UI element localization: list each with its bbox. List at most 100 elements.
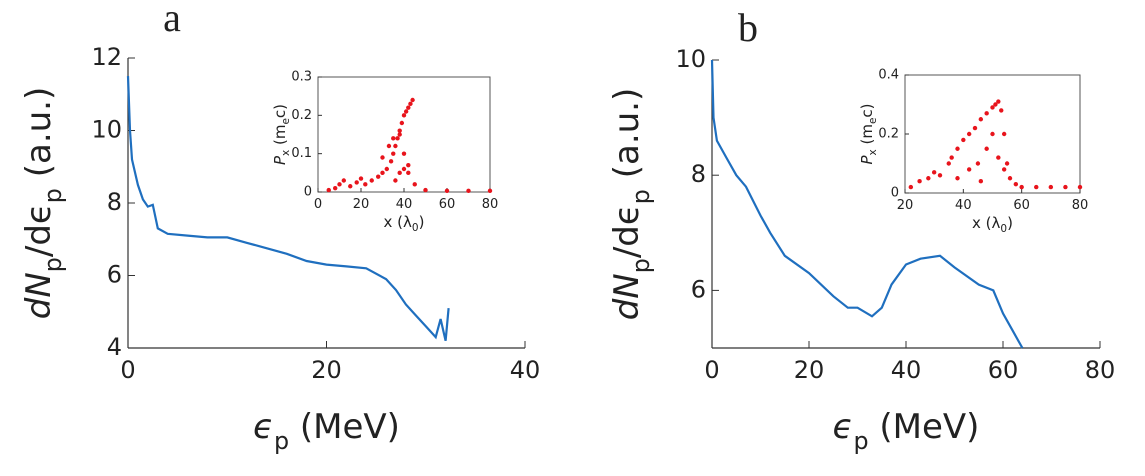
label-part: (MeV) [869, 407, 980, 447]
x-tick-label: 60 [1013, 198, 1030, 213]
data-point [990, 105, 995, 110]
label-part: p [853, 427, 868, 455]
y-tick-label: 10 [91, 116, 122, 144]
x-tick-label: 40 [396, 197, 413, 212]
panel-label: a [163, 0, 181, 40]
data-point [410, 97, 415, 103]
inset-frame [317, 76, 491, 193]
data-point [333, 185, 338, 191]
x-axis-label: ϵp (MeV) [833, 407, 980, 455]
x-axis-label: ϵp (MeV) [253, 407, 400, 455]
data-point [408, 101, 413, 107]
data-point [401, 151, 407, 156]
x-tick-label: 60 [988, 356, 1019, 384]
data-point [993, 102, 998, 107]
y-axis-label: dNp/dϵp (a.u.) [19, 87, 67, 320]
data-point [978, 117, 984, 122]
data-point [949, 155, 954, 160]
data-point [354, 180, 359, 185]
y-tick-label: 8 [107, 188, 122, 216]
label-part: /dϵ [607, 204, 647, 258]
y-axis-label: Px (mec) [858, 103, 880, 164]
data-point [996, 155, 1001, 160]
data-point [975, 161, 981, 166]
label-part: x [867, 149, 879, 155]
data-point [984, 146, 989, 151]
data-point [1077, 184, 1083, 190]
data-point [996, 99, 1001, 104]
data-point [1048, 184, 1054, 190]
data-point [966, 131, 972, 137]
data-point [1063, 184, 1068, 190]
label-part: dN [607, 273, 647, 320]
data-point [1034, 184, 1039, 190]
data-point [972, 125, 978, 131]
data-line [710, 59, 1024, 349]
y-axis-label: dNp/dϵp (a.u.) [607, 88, 655, 321]
data-point [1013, 181, 1019, 187]
label-part: ) [1007, 214, 1013, 232]
data-point [384, 166, 389, 172]
x-tick-label: 0 [314, 197, 322, 212]
label-part: dN [19, 272, 59, 319]
data-point [999, 108, 1004, 113]
data-point [337, 182, 342, 187]
label-part: (a.u.) [19, 87, 59, 188]
label-part: e [280, 118, 292, 124]
y-tick-label: 0.1 [291, 146, 312, 161]
data-point [397, 132, 402, 137]
y-tick-label: 0.3 [291, 70, 312, 85]
data-point [401, 166, 407, 172]
data-point [487, 188, 493, 194]
data-point [1019, 184, 1024, 190]
y-axis-label: Px (mec) [271, 104, 293, 165]
data-point [393, 143, 398, 149]
data-point [391, 151, 396, 156]
data-point [397, 128, 402, 133]
data-point [376, 174, 381, 179]
label-part: 0 [412, 222, 419, 234]
data-point [386, 143, 392, 149]
data-point [984, 111, 989, 116]
data-point [444, 188, 450, 194]
data-point [955, 176, 960, 181]
data-point [966, 167, 972, 172]
label-part: ) [419, 213, 425, 231]
data-point [926, 176, 931, 181]
label-part: c) [271, 104, 289, 118]
label-part: c) [858, 103, 876, 117]
label-part: p [627, 258, 655, 273]
data-point [388, 159, 394, 164]
data-point [423, 187, 428, 193]
x-tick-label: 0 [120, 356, 135, 384]
data-point [917, 179, 922, 184]
label-part: (MeV) [289, 407, 400, 447]
label-part: /dϵ [19, 203, 59, 257]
data-point [380, 170, 385, 176]
label-part: ϵ [253, 407, 274, 447]
data-point [403, 109, 409, 114]
x-tick-label: 20 [353, 197, 370, 212]
data-point [348, 184, 353, 189]
x-tick-label: 20 [897, 198, 914, 213]
data-point [393, 178, 398, 183]
data-point [380, 155, 385, 160]
data-point [978, 179, 984, 184]
y-tick-label: 8 [691, 160, 706, 188]
data-point [391, 136, 396, 141]
data-point [1001, 131, 1007, 137]
y-tick-label: 0.2 [291, 108, 312, 123]
x-tick-label: 0 [704, 356, 719, 384]
data-point [358, 176, 364, 181]
data-point [406, 162, 411, 168]
y-tick-label: 6 [691, 275, 706, 303]
data-point [412, 182, 417, 187]
data-point [990, 131, 995, 137]
label-part: ϵ [833, 407, 854, 447]
label-part: p [39, 257, 67, 272]
data-point [955, 146, 960, 151]
label-part: x (λ [972, 214, 1000, 232]
label-part: (m [271, 125, 289, 150]
y-tick-label: 0 [304, 185, 312, 200]
